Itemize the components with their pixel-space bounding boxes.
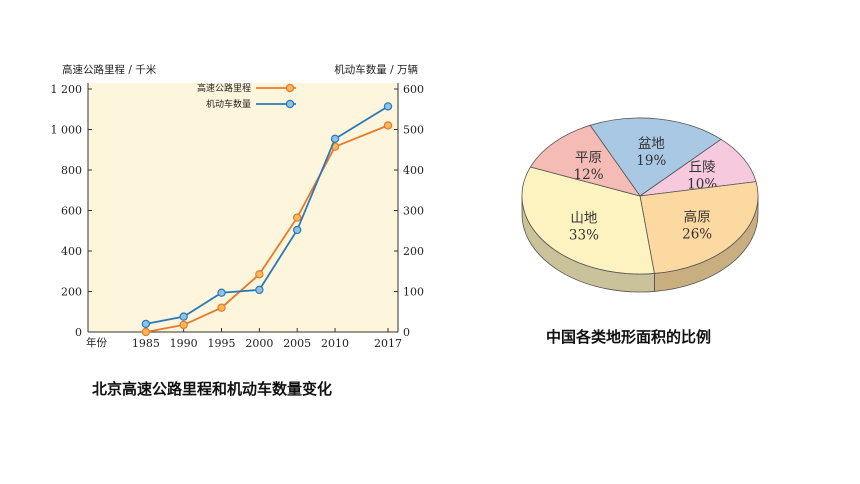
left-tick-label: 600 [61,205,82,218]
pie-slice-label: 平原 [575,150,602,166]
right-tick-label: 400 [403,164,424,177]
data-point [383,121,393,130]
legend-marker [285,83,295,93]
left-tick-label: 800 [61,164,82,177]
series-lines [141,102,393,337]
line-chart: 高速公路里程 / 千米 机动车数量 / 万辆 年份 0 200 400 600 800 1… [51,63,425,350]
right-tick-label: 200 [403,245,424,258]
x-tick-label: 1990 [170,337,198,350]
legend-label: 机动车数量 [206,98,251,110]
left-tick-label: 400 [61,245,82,258]
data-point [330,134,340,144]
pie-slice-percent: 26% [682,227,712,243]
data-point [383,102,393,111]
data-point [179,312,188,321]
x-tick-label: 2005 [283,337,311,350]
data-point [292,213,302,222]
pie-slice-label: 山地 [570,211,598,227]
pie-slice-percent: 12% [574,167,604,183]
left-tick-label: 0 [75,326,82,339]
left-tick-label: 200 [61,286,82,299]
pie-slice-percent: 33% [569,228,599,244]
data-point [217,303,226,312]
pie-chart-caption: 中国各类地形面积的比例 [546,328,712,346]
pie-slice [639,138,757,197]
x-tick-label: 2017 [374,337,402,350]
x-tick-label: 1995 [208,337,236,350]
data-point [141,327,151,337]
data-point [217,288,226,297]
data-point [255,285,264,295]
axes: 0 200 400 600 800 1 000 1 200 0 100 200 300 400 500 6… [51,83,424,350]
pie-slice-label: 高原 [684,209,711,226]
legend-marker [285,99,295,109]
pie-slice-label: 丘陵 [689,160,716,176]
line-chart-caption: 北京高速公路里程和机动车数量变化 [92,380,333,398]
right-tick-label: 300 [403,205,424,218]
pie-slice [639,181,759,274]
plot-area [88,83,398,332]
data-point [255,270,264,279]
x-tick-label: 2000 [245,337,273,350]
left-axis-title: 高速公路里程 / 千米 [62,63,157,76]
pie-slice-label: 盆地 [638,136,666,152]
left-tick-label: 1 000 [51,124,83,137]
x-axis-title: 年份 [86,336,107,349]
x-tick-label: 1985 [132,337,160,350]
pie-slice-percent: 19% [636,153,666,169]
data-point [141,319,151,329]
pie-slice [521,166,655,275]
right-tick-label: 0 [403,326,410,339]
data-point [292,225,302,235]
data-point [179,320,188,330]
legend-label: 高速公路里程 [197,82,251,94]
x-tick-label: 2010 [321,337,349,350]
right-tick-label: 100 [403,286,424,299]
right-axis-title: 机动车数量 / 万辆 [334,63,418,76]
right-tick-label: 600 [403,83,424,96]
right-tick-label: 500 [403,124,424,137]
pie-slice [529,124,641,197]
left-tick-label: 1 200 [51,83,83,96]
pie-slice [589,117,722,197]
